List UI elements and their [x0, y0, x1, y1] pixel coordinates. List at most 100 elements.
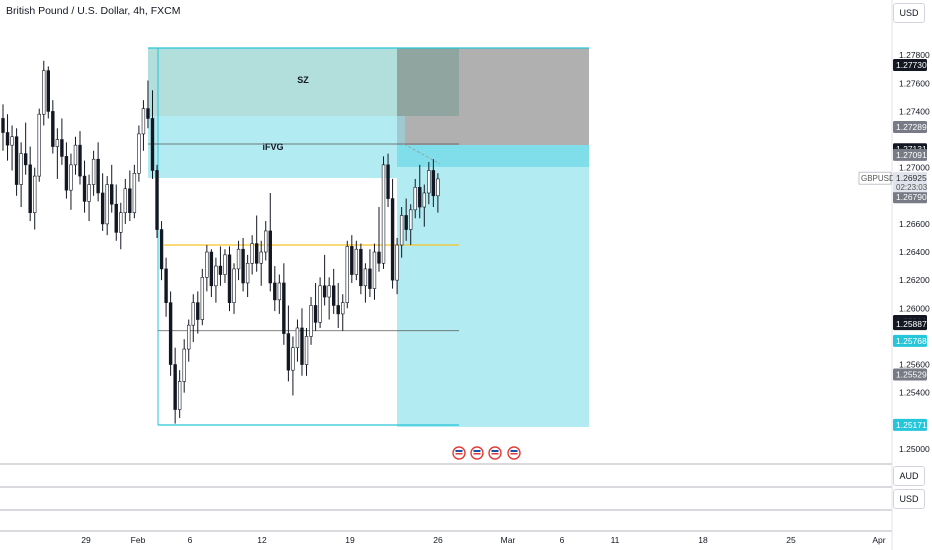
price-tag-bg: [893, 148, 927, 161]
flag-icon: [507, 446, 521, 460]
candle: [177, 370, 182, 418]
candle: [273, 266, 277, 312]
candle-body: [227, 254, 232, 303]
candle: [331, 268, 336, 314]
cyan-long-zone[interactable]: [397, 167, 589, 427]
price-tag-label: 1.27091: [896, 150, 927, 160]
candle: [159, 221, 164, 281]
candle: [150, 90, 155, 179]
flag-icon-stripe: [510, 453, 518, 455]
candle-body: [173, 364, 177, 410]
candle-body: [28, 164, 32, 213]
supply-zone[interactable]: [148, 48, 398, 116]
currency-button-usd-pane[interactable]: USD: [893, 489, 925, 509]
price-tags: 1.277301.272891.271311.270911.267901.259…: [858, 59, 928, 431]
candle: [322, 254, 327, 306]
candle: [363, 263, 368, 303]
candle: [51, 100, 55, 154]
flag-icon-stripe: [473, 453, 481, 455]
candle: [73, 136, 78, 175]
candle-body: [273, 282, 277, 301]
candle-body: [164, 268, 168, 303]
candle: [100, 173, 105, 231]
candle-body: [87, 184, 91, 202]
candle: [431, 159, 436, 208]
candle: [119, 202, 123, 250]
candle-body: [422, 192, 426, 208]
candle: [377, 207, 381, 272]
time-axis: 29 Feb 6 12 19 26 Mar 6 11 18 25 Apr: [81, 535, 886, 545]
candle-body: [150, 118, 155, 171]
candle-body: [268, 230, 272, 284]
candle: [182, 339, 186, 393]
price-tick-label: 1.26600: [899, 219, 930, 229]
price-tick-label: 1.26200: [899, 275, 930, 285]
candle-body: [91, 158, 96, 185]
candle: [345, 240, 349, 309]
price-tag-bg: [893, 334, 927, 347]
candle: [254, 215, 259, 272]
sz-label: SZ: [297, 75, 309, 85]
candle: [123, 178, 128, 224]
flag-icon-stripe: [455, 450, 463, 452]
price-tag-label: 1.25171: [896, 420, 927, 430]
candle: [146, 80, 150, 129]
price-tick-label: 1.26000: [899, 303, 930, 313]
grey-overlap-zone: [397, 48, 459, 116]
candle-body: [60, 139, 64, 157]
price-tag: 1.26790: [893, 191, 927, 204]
candle-body: [155, 170, 159, 230]
candle-body: [55, 139, 60, 147]
candle: [64, 142, 69, 199]
candle-body: [232, 268, 236, 303]
candle-body: [168, 302, 173, 365]
price-tag-bg: [893, 318, 927, 331]
candle: [341, 294, 345, 331]
candle-body: [123, 188, 128, 213]
candle-body: [182, 348, 186, 382]
candle-body: [82, 175, 87, 202]
candle-body: [264, 230, 268, 253]
candle-body: [295, 327, 300, 348]
event-icons[interactable]: [452, 446, 521, 460]
candle-body: [427, 170, 431, 194]
candle: [300, 308, 304, 376]
candle-body: [399, 215, 404, 246]
candle: [336, 282, 340, 328]
candle-body: [304, 336, 309, 365]
candle: [96, 142, 100, 202]
candle: [137, 125, 141, 182]
currency-button-main[interactable]: USD: [893, 3, 925, 23]
candle-body: [413, 187, 417, 211]
currency-button-aud[interactable]: AUD: [893, 466, 925, 486]
candle-body: [33, 175, 37, 213]
candle-body: [5, 132, 10, 146]
candle: [350, 235, 354, 283]
ifvg-zone[interactable]: [148, 116, 398, 178]
candle-body: [363, 268, 368, 287]
candle: [196, 291, 200, 334]
time-tick-label: 6: [560, 535, 565, 545]
candle-body: [96, 158, 100, 194]
candle-body: [436, 178, 440, 197]
candle-body: [78, 144, 82, 177]
candle: [413, 178, 417, 219]
price-tag-label: 1.26790: [896, 192, 927, 202]
price-tag-label: 1.27730: [896, 60, 927, 70]
cyan-band: [397, 145, 589, 167]
symbol-tag-label: GBPUSD: [861, 174, 895, 183]
candle-body: [200, 277, 205, 320]
time-tick-label: 12: [257, 535, 267, 545]
candle: [427, 162, 431, 205]
price-tick-label: 1.27600: [899, 78, 930, 88]
candle-body: [223, 254, 227, 275]
candle-body: [23, 153, 28, 166]
candle: [105, 176, 109, 236]
candle-body: [159, 229, 164, 270]
candle-body: [282, 282, 286, 334]
price-tag-bg: [893, 368, 927, 381]
price-tick-label: 1.27000: [899, 163, 930, 173]
candle: [399, 207, 404, 258]
